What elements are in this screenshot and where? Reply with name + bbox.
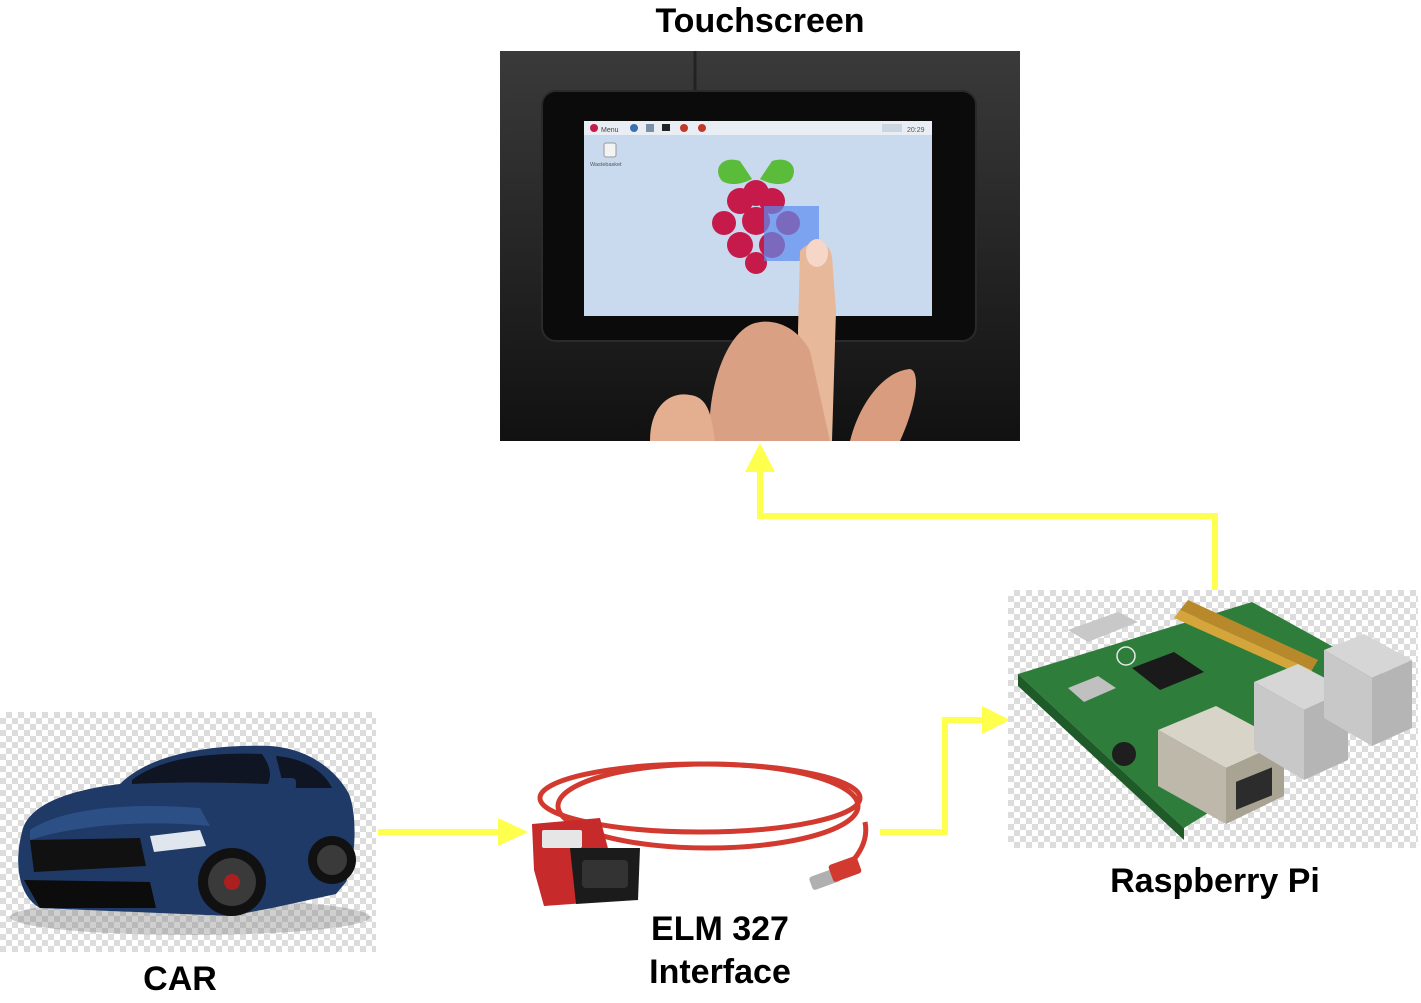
gpio-header: [1174, 600, 1318, 678]
elm327-photo: [530, 752, 880, 910]
touchscreen-photo: Menu 20:29 Wastebasket: [500, 51, 1020, 441]
touching-hand: [650, 239, 916, 441]
raspberry-pi-photo: [1008, 590, 1418, 848]
screen-menu-label: Menu: [601, 127, 619, 134]
elm-label-line1: ELM 327: [651, 910, 789, 948]
usb-ports: [1254, 634, 1412, 780]
ethernet-port: [1158, 706, 1284, 824]
arrow-pi-to-touchscreen: [757, 470, 1218, 590]
arrowhead-touchscreen: [745, 443, 775, 472]
elm-label-line2: Interface: [649, 953, 791, 991]
raspberry-pi-label: Raspberry Pi: [1110, 862, 1320, 900]
screen-desktop-icon-label: Wastebasket: [590, 162, 622, 168]
arrow-elm-to-pi: [880, 717, 985, 835]
arrowhead-elm: [498, 818, 528, 846]
screen-clock: 20:29: [907, 127, 925, 134]
car-photo: [0, 712, 376, 952]
arrowhead-pi: [982, 706, 1010, 734]
obd-connector: [532, 818, 640, 906]
touchscreen-label: Touchscreen: [655, 2, 865, 40]
car-label: CAR: [143, 960, 217, 998]
